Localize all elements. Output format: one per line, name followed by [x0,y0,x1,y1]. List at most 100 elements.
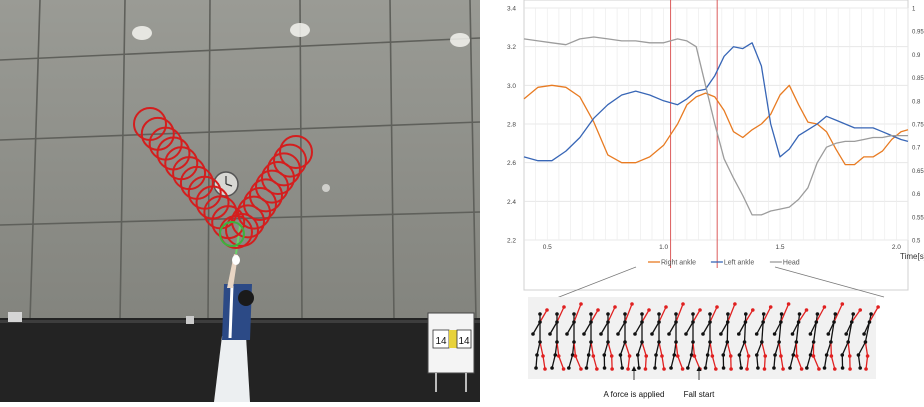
skeleton-joint [848,354,852,358]
skeleton-joint [817,367,821,371]
skeleton-joint [795,340,799,344]
skeleton-joint [704,366,708,370]
y-tick-label: 3.4 [507,6,516,13]
x-tick-label: 0.5 [543,244,552,251]
skeleton-joint [667,332,671,336]
skeleton-joint [762,312,766,316]
skeleton-joint [603,366,607,370]
skeleton-joint [833,367,837,371]
skeleton-joint [676,354,680,358]
skeleton-joint [841,302,845,306]
skeleton-joint [719,332,723,336]
skeleton-joint [714,367,718,371]
skeleton-joint [829,340,833,344]
skeleton-joint [610,354,614,358]
skeleton-joint [574,354,578,358]
skeleton-joint [869,312,873,316]
skeleton-joint [755,332,759,336]
skeleton-joint [708,312,712,316]
skeleton-joint [725,340,729,344]
skeleton-joint [644,354,648,358]
x-tick-label: 2.0 [892,244,901,251]
skeleton-joint [538,312,542,316]
y-tick-label: 2.2 [507,238,516,245]
skeleton-joint [672,353,676,357]
skeleton-joint [780,312,784,316]
skeleton-joint [864,367,868,371]
skeleton-joint [866,354,870,358]
skeleton-joint [868,320,872,324]
y-tick-label: 3.0 [507,83,516,90]
skeleton-joint [606,320,610,324]
skeleton-joint [623,312,627,316]
skeleton-joint [623,340,627,344]
skeleton-joint [684,332,688,336]
skeleton-joint [674,320,678,324]
y2-tick-label: 0.6 [912,192,921,198]
skeleton-joint [708,320,712,324]
skeleton-joint [553,353,557,357]
skeleton-joint [791,353,795,357]
skeleton-joint [830,354,834,358]
wall-fixture [322,184,330,192]
skeleton-joint [812,340,816,344]
skeleton-joint [606,312,610,316]
y2-tick-label: 0.9 [912,53,921,59]
y2-tick-label: 0.55 [912,215,924,221]
skeleton-joint [851,312,855,316]
skeleton-joint [585,366,589,370]
skeleton-joint [535,353,539,357]
skeleton-joint [619,353,623,357]
skeleton-joint [798,312,802,316]
skeleton-joint [572,320,576,324]
skeleton-joint [763,367,767,371]
skeleton-joint [791,332,795,336]
skeleton-joint [733,302,737,306]
x-tick-label: 1.5 [775,244,784,251]
skeleton-joint [565,332,569,336]
skeleton-joint [738,353,742,357]
skeleton-joint [779,354,783,358]
skeleton-joint [587,353,591,357]
skeleton-joint [626,367,630,371]
skeleton-joint [657,320,661,324]
skeleton-joint [691,312,695,316]
skeleton-joint [809,332,813,336]
skeleton-joint [693,354,697,358]
outlet-mid [186,316,194,324]
skeleton-joint [823,366,827,370]
skeleton-joint [805,366,809,370]
skeleton-joint [729,367,733,371]
skeleton-joint [743,340,747,344]
skeleton-joint [636,353,640,357]
skeleton-joint [823,305,827,309]
skeleton-joint [787,302,791,306]
skeleton-joint [862,332,866,336]
chart-frame [524,0,908,290]
skeleton-joint [657,312,661,316]
skeleton-joint [816,312,820,316]
y-tick-label: 2.6 [507,160,516,167]
skeleton-joint [630,302,634,306]
skeleton-joint [729,354,733,358]
pendulum-photo: 14 14 [0,0,480,402]
skeleton-joint [579,367,583,371]
skeleton-joint [538,320,542,324]
skeleton-joint [555,340,559,344]
skeleton-joint [647,308,651,312]
y2-tick-label: 0.5 [912,239,921,245]
skeleton-joint [620,366,624,370]
skeleton-joint [602,353,606,357]
skeleton-joint [691,340,695,344]
caption-fall-start: Fall start [684,390,715,399]
skeleton-joint [832,320,836,324]
skeleton-joint [841,366,845,370]
joint-position-chart: 2.22.42.62.83.03.23.4 0.50.550.60.650.70… [488,0,924,402]
y-tick-label: 2.8 [507,122,516,129]
skeleton-joint [562,367,566,371]
skeleton-joint [781,367,785,371]
skeleton-joint [637,366,641,370]
skeleton-joint [669,366,673,370]
skeleton-joint [550,366,554,370]
score-right: 14 [458,336,470,347]
